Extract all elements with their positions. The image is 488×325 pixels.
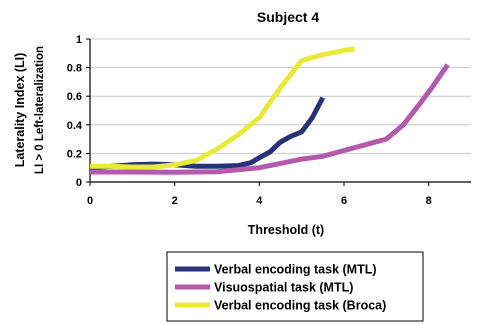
x-tick-labels: 0 2 4 6 8 [87, 195, 432, 207]
y-tick-labels: 0 0.2 0.4 0.6 0.8 1 [67, 34, 83, 189]
grid [90, 38, 471, 154]
series-lines [89, 46, 450, 175]
x-tick-label: 0 [87, 195, 93, 207]
x-tick-label: 8 [426, 195, 432, 207]
x-tick-label: 6 [341, 195, 347, 207]
series-line-3 [90, 46, 355, 170]
series-line-2 [90, 63, 450, 175]
y-tick-label: 0.4 [67, 120, 83, 132]
y-tick-label: 1 [76, 34, 82, 46]
legend-label-3: Verbal encoding task (Broca) [214, 299, 386, 313]
y-axis-label: Laterality Index (LI) [13, 53, 27, 168]
legend-label-2: Visuospatial task (MTL) [214, 281, 353, 295]
y-tick-label: 0.8 [67, 63, 82, 75]
x-tick-label: 4 [256, 195, 263, 207]
axes [86, 38, 471, 186]
x-axis-label: Threshold (t) [248, 223, 324, 237]
y-tick-label: 0 [76, 177, 82, 189]
series-line-1 [89, 96, 326, 171]
legend-label-1: Verbal encoding task (MTL) [214, 263, 377, 277]
y-axis-sublabel: LI > 0 Left-lateralization [34, 46, 46, 174]
y-tick-label: 0.6 [67, 91, 82, 103]
chart-title: Subject 4 [257, 9, 319, 25]
y-tick-label: 0.2 [67, 148, 82, 160]
x-tick-label: 2 [172, 195, 178, 207]
legend: Verbal encoding task (MTL) Visuospatial t… [166, 251, 424, 322]
